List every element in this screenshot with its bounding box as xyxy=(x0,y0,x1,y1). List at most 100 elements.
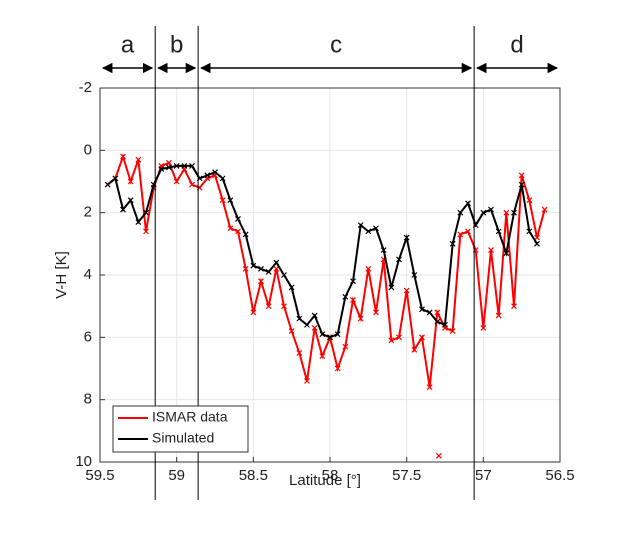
marker xyxy=(373,225,379,232)
marker xyxy=(357,315,364,322)
marker xyxy=(350,278,356,285)
marker xyxy=(204,172,211,179)
marker xyxy=(273,259,280,266)
marker xyxy=(342,343,349,350)
marker xyxy=(495,312,502,319)
marker xyxy=(166,159,172,166)
marker xyxy=(465,228,471,235)
legend: ISMAR data Simulated xyxy=(112,405,249,453)
y-tick-label: 8 xyxy=(84,391,92,408)
marker xyxy=(304,321,310,328)
marker xyxy=(465,200,471,207)
marker xyxy=(442,321,448,328)
marker xyxy=(296,349,303,356)
marker xyxy=(212,169,218,176)
axes-box xyxy=(99,87,561,463)
y-tick-label: 6 xyxy=(84,328,92,345)
marker xyxy=(219,175,226,182)
x-axis-label: Latitude [°] xyxy=(289,472,361,489)
marker xyxy=(120,153,126,160)
marker xyxy=(227,225,234,232)
series-line xyxy=(107,153,546,388)
marker xyxy=(449,240,456,247)
marker xyxy=(104,181,111,188)
marker xyxy=(495,228,502,235)
marker xyxy=(449,328,456,335)
marker xyxy=(127,178,134,185)
marker xyxy=(457,209,464,216)
region-label: b xyxy=(170,31,183,58)
marker xyxy=(388,337,395,344)
y-tick-label: 2 xyxy=(84,204,92,221)
marker xyxy=(503,250,510,257)
marker xyxy=(189,162,195,169)
marker xyxy=(135,156,142,163)
marker xyxy=(419,306,425,313)
marker xyxy=(296,315,303,322)
marker xyxy=(281,303,287,310)
marker xyxy=(235,228,241,235)
marker xyxy=(518,172,525,179)
marker xyxy=(488,206,494,213)
marker xyxy=(411,346,418,353)
marker xyxy=(403,234,410,241)
marker xyxy=(503,209,510,216)
marker xyxy=(219,197,226,204)
marker xyxy=(158,166,165,172)
marker xyxy=(488,247,494,253)
marker xyxy=(365,265,372,272)
marker xyxy=(511,303,517,310)
y-tick-label: 4 xyxy=(84,266,92,283)
marker xyxy=(112,175,119,182)
marker xyxy=(327,334,333,341)
marker xyxy=(480,209,487,216)
series xyxy=(104,162,540,341)
marker xyxy=(173,178,180,185)
marker xyxy=(396,256,402,263)
marker xyxy=(265,303,272,310)
marker xyxy=(534,240,540,247)
marker xyxy=(518,181,525,188)
marker xyxy=(526,228,533,235)
marker xyxy=(350,297,356,303)
y-tick-label: -2 xyxy=(79,79,92,96)
marker xyxy=(365,228,372,235)
x-tick-label: 58.5 xyxy=(239,467,268,484)
y-tick-label: 0 xyxy=(84,141,92,158)
x-tick-label: 58 xyxy=(322,467,339,484)
marker xyxy=(127,197,134,204)
region-label: d xyxy=(510,31,523,58)
x-tick-label: 59.5 xyxy=(85,467,114,484)
y-axis-label: V-H [K] xyxy=(53,251,70,299)
marker xyxy=(311,312,318,319)
marker xyxy=(434,309,441,316)
y-tick-label: 10 xyxy=(75,453,92,470)
marker xyxy=(120,206,126,213)
marker xyxy=(388,284,395,291)
marker xyxy=(419,334,425,341)
marker xyxy=(304,378,310,384)
marker xyxy=(265,268,272,275)
marker xyxy=(380,247,387,253)
marker xyxy=(189,181,195,188)
x-tick-label: 57.5 xyxy=(392,467,421,484)
marker xyxy=(242,265,249,272)
x-tick-label: 56.5 xyxy=(545,467,574,484)
x-tick-label: 57 xyxy=(475,467,492,484)
marker xyxy=(342,293,349,300)
marker xyxy=(426,384,433,391)
marker xyxy=(480,325,487,331)
marker xyxy=(334,331,341,338)
marker xyxy=(288,284,295,291)
marker xyxy=(235,215,241,222)
legend-label: Simulated xyxy=(152,430,214,446)
marker xyxy=(319,353,326,359)
marker xyxy=(426,309,433,316)
marker xyxy=(135,219,142,225)
marker xyxy=(250,309,257,316)
marker xyxy=(457,231,464,238)
marker xyxy=(357,222,364,229)
series xyxy=(104,153,548,391)
